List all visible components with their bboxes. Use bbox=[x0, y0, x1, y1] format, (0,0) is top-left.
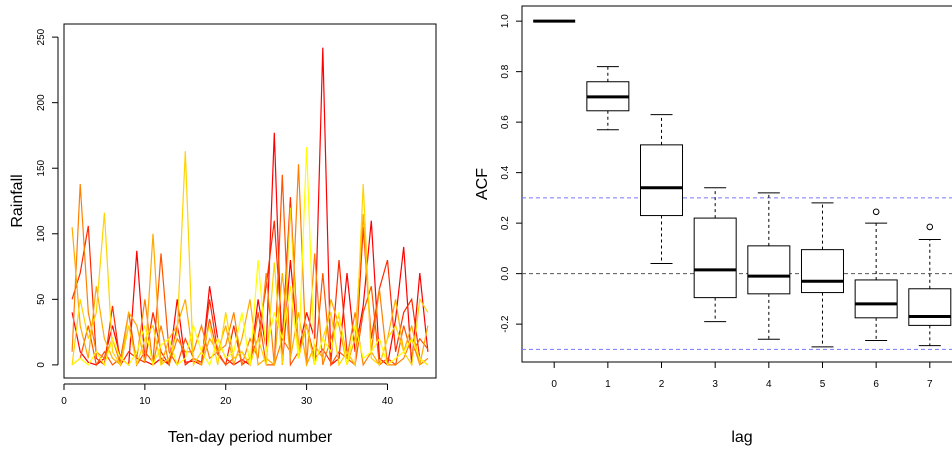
y-tick-label: -0.2 bbox=[500, 315, 511, 333]
y-axis-label: ACF bbox=[476, 168, 491, 200]
x-axis-label: Ten-day period number bbox=[168, 429, 333, 446]
x-tick-label: 40 bbox=[382, 396, 394, 407]
box-lag-6 bbox=[854, 208, 898, 342]
x-tick-label: 2 bbox=[659, 379, 665, 390]
x-tick-label: 5 bbox=[820, 379, 826, 390]
y-tick-label: 0.6 bbox=[500, 115, 511, 129]
y-tick-label: 0.4 bbox=[500, 165, 511, 179]
plot-frame bbox=[63, 23, 437, 379]
rainfall-line-chart: 0 10 20 30 40 0 50 100 150 200 250 Ten-day period… bbox=[9, 23, 437, 446]
y-axis-label: Rainfall bbox=[9, 174, 26, 227]
box-iqr bbox=[640, 144, 684, 217]
x-tick-label: 0 bbox=[551, 379, 557, 390]
x-tick-label: 4 bbox=[766, 379, 772, 390]
boxes-group bbox=[533, 19, 952, 348]
x-axis: 0 10 20 30 40 bbox=[61, 383, 394, 407]
x-tick-label: 7 bbox=[927, 379, 933, 390]
box-iqr bbox=[747, 245, 791, 295]
box-lag-1 bbox=[586, 66, 630, 131]
x-tick-label: 6 bbox=[873, 379, 879, 390]
y-tick-label: 0.0 bbox=[500, 266, 511, 280]
y-tick-label: 200 bbox=[36, 94, 47, 111]
y-axis: 0 50 100 150 200 250 bbox=[36, 28, 59, 368]
y-tick-label: 0.8 bbox=[500, 64, 511, 78]
x-tick-label: 3 bbox=[712, 379, 718, 390]
box-iqr bbox=[854, 279, 898, 319]
rainfall-series-line bbox=[71, 147, 429, 367]
x-axis-label: lag bbox=[731, 429, 752, 446]
y-tick-label: 0.2 bbox=[500, 216, 511, 230]
y-tick-label: 1.0 bbox=[500, 14, 511, 28]
box-lag-5 bbox=[800, 202, 844, 348]
x-axis: 0 1 2 3 4 5 6 7 bbox=[551, 361, 933, 390]
box-lag-4 bbox=[747, 192, 791, 340]
reference-lines bbox=[522, 197, 952, 350]
acf-boxplot-chart: 0 1 2 3 4 5 6 7 -0.2 0.0 0.2 0.4 0.6 0.8 1.0 lag ACF bbox=[476, 5, 952, 446]
y-tick-label: 50 bbox=[36, 293, 47, 305]
x-tick-label: 0 bbox=[61, 396, 67, 407]
box-lag-2 bbox=[640, 114, 684, 265]
y-tick-label: 100 bbox=[36, 225, 47, 242]
x-tick-label: 30 bbox=[301, 396, 313, 407]
box-iqr bbox=[693, 217, 737, 299]
y-tick-label: 0 bbox=[36, 362, 47, 368]
box-lag-7 bbox=[908, 223, 952, 347]
outlier-point bbox=[872, 208, 880, 216]
box-lag-3 bbox=[693, 187, 737, 323]
y-tick-label: 150 bbox=[36, 159, 47, 176]
y-tick-label: 250 bbox=[36, 28, 47, 45]
x-tick-label: 1 bbox=[605, 379, 611, 390]
series-group bbox=[71, 47, 429, 368]
box-iqr bbox=[800, 249, 844, 294]
x-tick-label: 20 bbox=[220, 396, 232, 407]
y-axis: -0.2 0.0 0.2 0.4 0.6 0.8 1.0 bbox=[500, 14, 522, 333]
x-tick-label: 10 bbox=[139, 396, 151, 407]
outlier-point bbox=[926, 223, 934, 231]
box-iqr bbox=[908, 288, 952, 326]
